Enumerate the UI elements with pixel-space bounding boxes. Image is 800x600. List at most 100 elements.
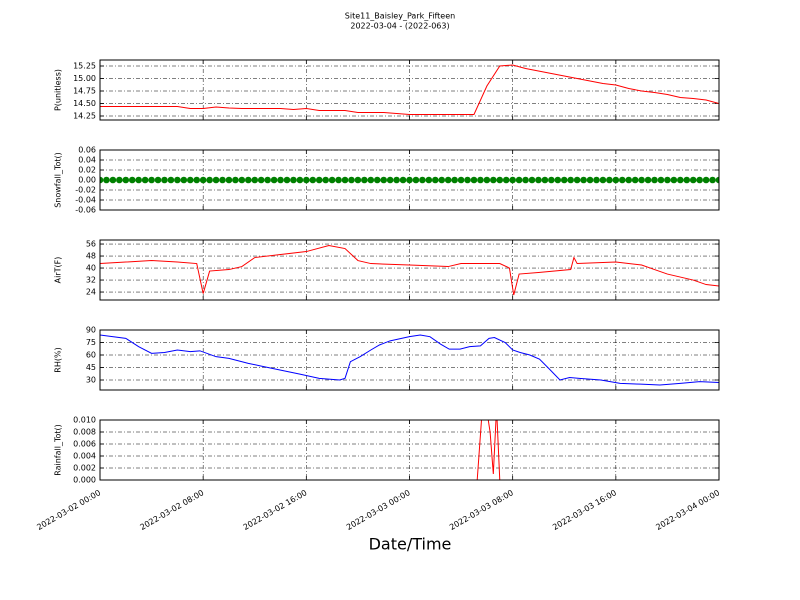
data-point	[128, 176, 136, 184]
data-point	[483, 176, 491, 184]
data-line	[100, 64, 719, 115]
y-tick-label: 90	[86, 326, 96, 335]
y-tick-label: 40	[86, 264, 96, 273]
data-point	[606, 176, 613, 184]
data-point	[174, 176, 181, 184]
y-tick-label: 14.75	[73, 87, 96, 96]
y-tick-label: 75	[86, 338, 96, 347]
data-point	[309, 176, 317, 184]
y-tick-label: 0.006	[73, 440, 96, 449]
data-point	[290, 176, 297, 184]
plot-area	[100, 334, 719, 386]
data-point	[167, 176, 175, 184]
y-tick-label: -0.02	[75, 186, 96, 195]
data-point	[257, 176, 265, 184]
data-point	[219, 176, 226, 184]
data-point	[618, 176, 626, 184]
data-point	[451, 176, 458, 184]
y-tick-label: 0.004	[73, 452, 96, 461]
data-line	[100, 334, 719, 386]
chart-subtitle: 2022-03-04 - (2022-063)	[350, 22, 449, 31]
data-point	[431, 176, 439, 184]
data-point	[315, 176, 323, 184]
data-point	[277, 176, 284, 184]
y-tick-label: 45	[86, 363, 96, 372]
y-tick-label: 0.00	[78, 176, 96, 185]
data-point	[361, 176, 368, 184]
data-point	[186, 176, 194, 184]
data-point	[232, 176, 239, 184]
x-axis-label: Date/Time	[369, 535, 452, 554]
data-point	[341, 176, 349, 184]
data-point	[612, 176, 620, 184]
data-point	[296, 176, 304, 184]
data-point	[664, 176, 671, 184]
data-point	[303, 176, 310, 184]
data-point	[631, 176, 639, 184]
data-point	[644, 176, 652, 184]
y-tick-label: 0.06	[78, 146, 96, 155]
data-point	[148, 176, 155, 184]
y-tick-label: 0.002	[73, 464, 96, 473]
data-point	[348, 176, 355, 184]
data-point	[373, 176, 381, 184]
data-point	[335, 176, 342, 184]
data-point	[573, 176, 581, 184]
data-point	[328, 176, 336, 184]
data-point	[528, 176, 536, 184]
data-point	[399, 176, 407, 184]
data-point	[464, 176, 471, 184]
data-point	[386, 176, 394, 184]
data-point	[715, 176, 719, 184]
y-axis-label: P(unitless)	[54, 69, 63, 111]
data-point	[702, 176, 710, 184]
y-tick-label: 48	[86, 252, 96, 261]
data-point	[354, 176, 362, 184]
data-point	[457, 176, 465, 184]
data-point	[380, 176, 388, 184]
data-point	[522, 176, 529, 184]
plot-area	[100, 245, 719, 296]
plot-frame	[99, 149, 720, 211]
y-axis-label: AirT(F)	[54, 257, 63, 284]
data-point	[677, 176, 684, 184]
data-point	[100, 176, 104, 184]
data-point	[141, 176, 149, 184]
data-point	[245, 176, 252, 184]
data-point	[154, 176, 162, 184]
data-point	[193, 176, 201, 184]
data-point	[238, 176, 246, 184]
y-tick-label: -0.04	[75, 196, 96, 205]
data-point	[593, 176, 600, 184]
data-point	[496, 176, 504, 184]
data-point	[161, 176, 168, 184]
data-point	[548, 176, 555, 184]
chart-title: Site11_Baisley_Park_Fifteen	[345, 12, 455, 21]
data-point	[322, 176, 329, 184]
data-point	[567, 176, 574, 184]
data-point	[264, 176, 271, 184]
data-point	[206, 176, 213, 184]
data-point	[412, 176, 420, 184]
data-point	[444, 176, 452, 184]
y-tick-label: 56	[86, 240, 96, 249]
data-point	[212, 176, 220, 184]
y-tick-label: 60	[86, 351, 96, 360]
data-point	[535, 176, 542, 184]
data-point	[515, 176, 523, 184]
data-point	[477, 176, 484, 184]
y-tick-label: 0.000	[73, 476, 96, 485]
data-point	[541, 176, 549, 184]
y-tick-label: 14.25	[73, 112, 96, 121]
y-tick-label: -0.06	[75, 206, 96, 215]
data-point	[438, 176, 446, 184]
data-point	[406, 176, 413, 184]
data-point	[696, 176, 703, 184]
data-point	[116, 176, 123, 184]
y-tick-label: 32	[86, 276, 96, 285]
data-point	[393, 176, 400, 184]
y-tick-label: 0.04	[78, 156, 96, 165]
y-tick-label: 24	[86, 288, 96, 297]
plot-frame	[99, 239, 720, 301]
